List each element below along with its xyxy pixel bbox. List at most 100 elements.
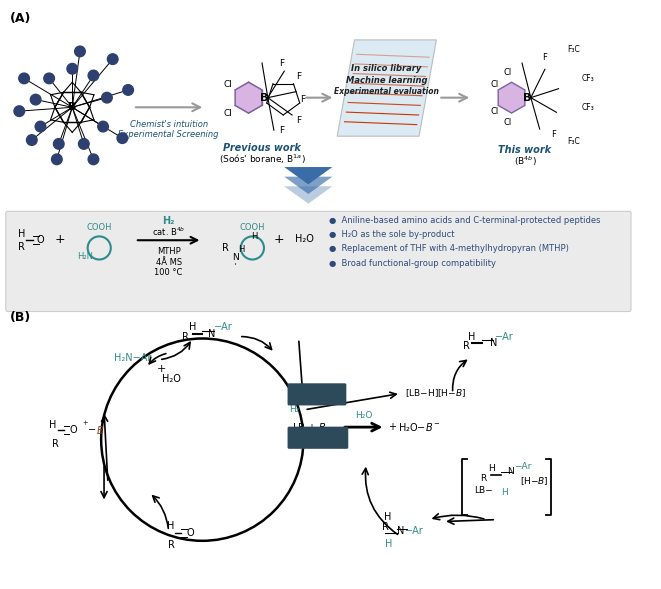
Text: ●  Aniline-based amino acids and C-terminal-protected peptides: ● Aniline-based amino acids and C-termin… xyxy=(329,216,601,224)
Text: Path II: Path II xyxy=(300,434,336,444)
Circle shape xyxy=(26,135,37,145)
Text: F: F xyxy=(296,116,301,125)
Text: R: R xyxy=(168,540,175,550)
Circle shape xyxy=(52,154,62,164)
FancyBboxPatch shape xyxy=(288,426,348,449)
Text: Machine learning: Machine learning xyxy=(346,76,427,85)
Text: F₃C: F₃C xyxy=(567,137,580,147)
Text: (B$^{4b}$): (B$^{4b}$) xyxy=(514,154,537,168)
FancyBboxPatch shape xyxy=(288,383,346,405)
Text: LB + $\it{B}$: LB + $\it{B}$ xyxy=(292,421,327,433)
Text: −: − xyxy=(89,425,97,435)
Text: Cl: Cl xyxy=(490,107,498,115)
Text: H₂N: H₂N xyxy=(77,252,93,261)
Text: +: + xyxy=(274,233,285,246)
Text: H₂N−Ar: H₂N−Ar xyxy=(114,353,151,363)
Text: B: B xyxy=(68,102,77,112)
Text: Experimental Screening: Experimental Screening xyxy=(118,130,219,139)
Text: R: R xyxy=(463,341,470,351)
Text: F₃C: F₃C xyxy=(567,45,580,54)
Text: F: F xyxy=(300,95,305,104)
Text: O: O xyxy=(36,235,44,245)
Text: H: H xyxy=(502,488,508,497)
Text: N: N xyxy=(397,526,405,536)
Text: H₂O: H₂O xyxy=(162,374,181,384)
Text: (A): (A) xyxy=(10,12,31,25)
Circle shape xyxy=(30,94,41,105)
Circle shape xyxy=(123,85,134,95)
Polygon shape xyxy=(337,40,436,136)
Circle shape xyxy=(88,70,98,81)
Text: +: + xyxy=(388,422,396,432)
Text: Chemist's intuition: Chemist's intuition xyxy=(130,120,208,129)
Text: H₂O: H₂O xyxy=(295,234,314,244)
Text: cat. B$^{4b}$: cat. B$^{4b}$ xyxy=(152,226,185,238)
Circle shape xyxy=(14,106,24,117)
Text: +: + xyxy=(54,233,65,246)
Text: −Ar: −Ar xyxy=(405,526,424,536)
Circle shape xyxy=(75,46,85,57)
Text: O: O xyxy=(187,528,194,538)
Text: COOH: COOH xyxy=(87,223,112,232)
Text: H: H xyxy=(189,322,196,332)
Text: Cl: Cl xyxy=(224,80,233,89)
Text: 100 °C: 100 °C xyxy=(155,269,183,277)
Circle shape xyxy=(108,54,118,64)
Text: H₂: H₂ xyxy=(289,405,299,414)
Circle shape xyxy=(102,92,112,103)
Circle shape xyxy=(88,154,98,164)
Text: O: O xyxy=(69,425,77,435)
Text: Cl: Cl xyxy=(504,118,512,127)
Polygon shape xyxy=(235,82,262,113)
Text: −Ar: −Ar xyxy=(514,462,532,471)
Text: F: F xyxy=(296,72,301,81)
Text: R: R xyxy=(481,474,486,483)
Text: Path I: Path I xyxy=(301,391,333,401)
Circle shape xyxy=(117,133,128,144)
Text: CF₃: CF₃ xyxy=(581,103,594,112)
Text: F: F xyxy=(551,130,557,139)
Text: H: H xyxy=(238,246,244,254)
Polygon shape xyxy=(498,82,525,113)
Text: [H−$\it{B}$]: [H−$\it{B}$] xyxy=(520,475,549,487)
Circle shape xyxy=(35,121,46,132)
Text: F: F xyxy=(542,52,547,62)
Circle shape xyxy=(79,138,89,149)
Text: R: R xyxy=(182,332,188,342)
FancyBboxPatch shape xyxy=(6,211,631,312)
Text: −Ar: −Ar xyxy=(496,332,514,342)
Text: Cl: Cl xyxy=(504,68,512,77)
Text: F: F xyxy=(279,59,284,68)
Text: Experimental evaluation: Experimental evaluation xyxy=(334,87,439,97)
Text: H: H xyxy=(251,232,258,241)
Text: R: R xyxy=(382,522,389,532)
Text: H: H xyxy=(17,230,25,240)
Text: N: N xyxy=(208,329,215,339)
Circle shape xyxy=(19,73,29,84)
Text: H: H xyxy=(488,464,494,473)
Text: R: R xyxy=(18,242,24,252)
Text: [LB−H][H−$\it{B}$]: [LB−H][H−$\it{B}$] xyxy=(405,388,465,399)
Text: ●  Broad functional-group compatibility: ● Broad functional-group compatibility xyxy=(329,259,496,268)
Text: Cl: Cl xyxy=(224,108,233,118)
Circle shape xyxy=(44,73,54,84)
Circle shape xyxy=(98,121,108,132)
Text: $^+$: $^+$ xyxy=(81,420,89,430)
Text: H: H xyxy=(385,539,392,549)
Text: $\it{B}$: $\it{B}$ xyxy=(96,424,104,436)
Text: +: + xyxy=(157,365,167,375)
Text: H: H xyxy=(383,512,391,522)
Text: H: H xyxy=(167,521,175,531)
Text: −Ar: −Ar xyxy=(214,322,233,332)
Text: (B): (B) xyxy=(10,311,31,324)
Text: ●  Replacement of THF with 4-methylhydropyran (MTHP): ● Replacement of THF with 4-methylhydrop… xyxy=(329,244,569,253)
Text: 4Å MS: 4Å MS xyxy=(155,258,182,267)
Text: (Soós' borane, B$^{1a}$): (Soós' borane, B$^{1a}$) xyxy=(219,153,305,166)
Text: In silico library: In silico library xyxy=(351,64,422,73)
Text: B: B xyxy=(260,92,268,102)
Text: CF₃: CF₃ xyxy=(581,74,594,83)
Polygon shape xyxy=(284,186,332,204)
Text: COOH: COOH xyxy=(240,223,265,232)
Text: N: N xyxy=(232,253,239,262)
Text: N: N xyxy=(490,338,497,348)
